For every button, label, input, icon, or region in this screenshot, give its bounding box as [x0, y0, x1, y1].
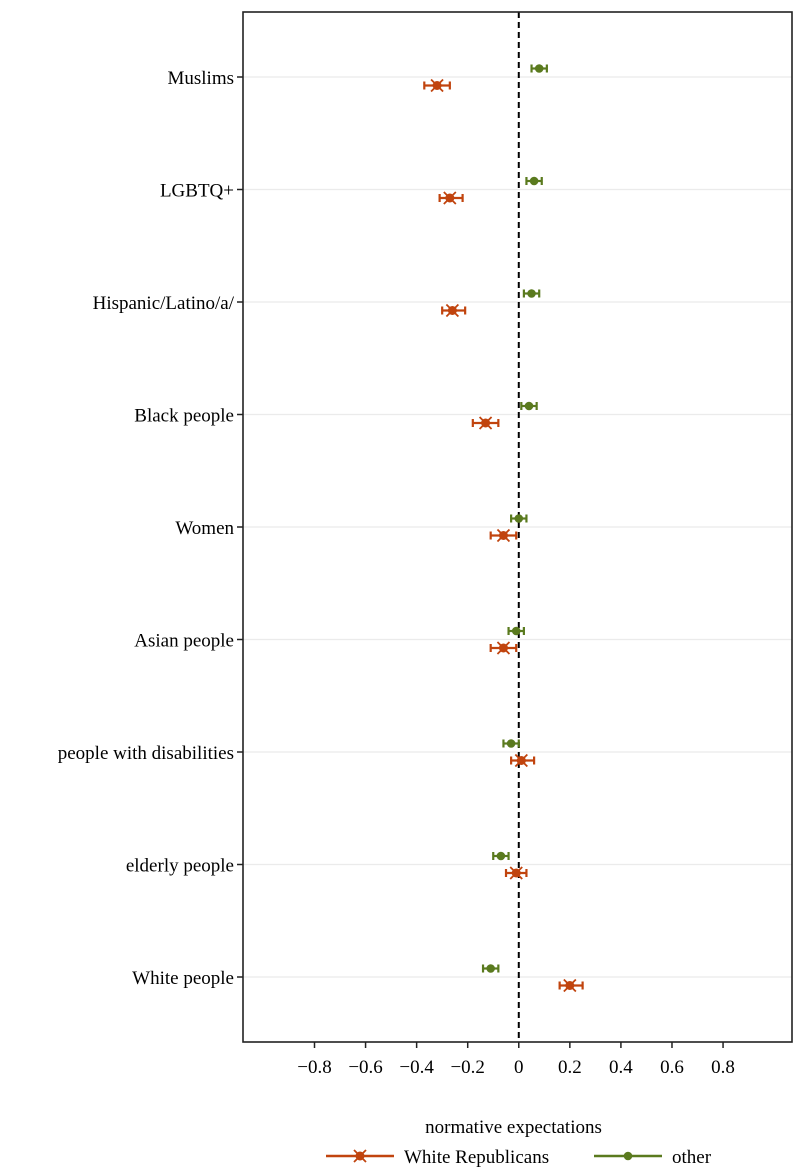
data-point [506, 739, 516, 748]
x-tick-label: 0.4 [609, 1057, 633, 1078]
legend-label: White Republicans [404, 1147, 549, 1168]
x-tick-label: 0.2 [558, 1057, 582, 1078]
x-tick-label: −0.6 [348, 1057, 382, 1078]
data-point [527, 289, 536, 298]
x-tick-label: 0.6 [660, 1057, 684, 1078]
y-tick-label: elderly people [126, 856, 234, 877]
data-point [496, 851, 506, 861]
y-tick-label: LGBTQ+ [160, 181, 234, 202]
data-point [486, 964, 495, 973]
data-marks [423, 64, 584, 993]
data-point [534, 64, 544, 73]
legend-item: other [594, 1147, 712, 1168]
y-tick-label: Asian people [134, 631, 234, 652]
y-tick-label: White people [132, 968, 234, 989]
y-tick-label: Muslims [167, 68, 234, 89]
x-tick-label: −0.8 [297, 1057, 331, 1078]
data-point-cross [563, 978, 577, 993]
x-tick-label: 0 [514, 1057, 524, 1078]
series-white-republicans [423, 78, 584, 993]
data-point-cross [496, 528, 511, 543]
y-axis-ticks: Muslims LGBTQ+ Hispanic/Latino/a/Black peo… [58, 68, 243, 989]
legend-item: White Republicans [326, 1147, 549, 1168]
data-point-cross [514, 753, 528, 768]
legend-key-marker [623, 1151, 633, 1161]
legend: White Republicans other [326, 1147, 712, 1168]
x-tick-label: 0.8 [711, 1057, 735, 1078]
y-tick-label: Black people [134, 406, 234, 427]
data-point [524, 401, 534, 411]
series-other [481, 64, 548, 973]
data-point-cross [430, 78, 444, 93]
x-axis-ticks: −0.8 −0.6 −0.4 −0.2 0 0.2 0.4 0.6 0.8 [297, 1042, 735, 1078]
x-tick-label: −0.4 [399, 1057, 434, 1078]
data-point [514, 514, 524, 523]
y-tick-label: Hispanic/Latino/a/ [93, 293, 235, 314]
data-point-cross [445, 303, 460, 318]
gridlines [243, 76, 792, 978]
x-axis-title: normative expectations [425, 1117, 602, 1138]
data-point-cross [496, 641, 511, 655]
data-point-cross [443, 191, 457, 205]
data-point-cross [478, 416, 493, 430]
data-point [511, 626, 521, 636]
data-point [529, 176, 539, 186]
y-tick-label: Women [175, 518, 234, 539]
legend-label: other [672, 1147, 712, 1168]
x-tick-label: −0.2 [450, 1057, 484, 1078]
y-tick-label: people with disabilities [58, 743, 234, 764]
data-point-cross [509, 866, 523, 880]
legend-key-marker-cross [353, 1149, 367, 1163]
